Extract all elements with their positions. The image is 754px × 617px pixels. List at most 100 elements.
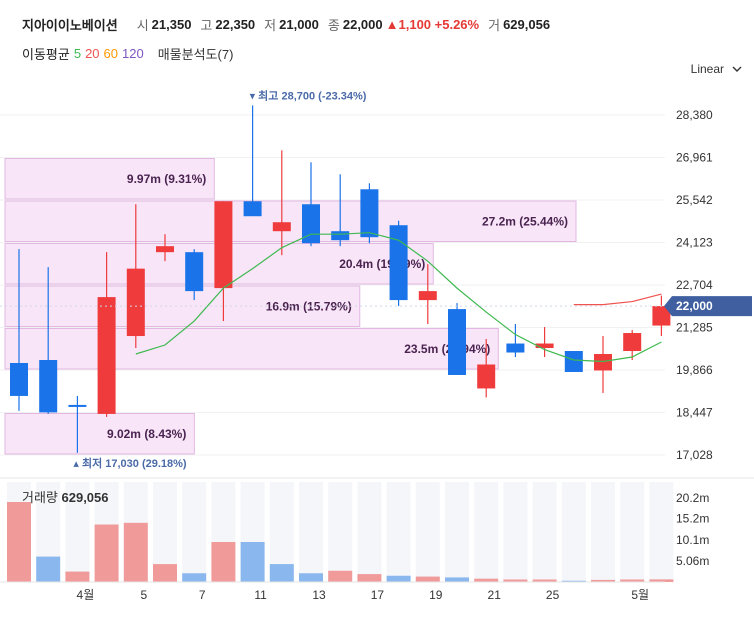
candle-body bbox=[243, 201, 262, 217]
volume-profile-zone bbox=[4, 413, 195, 455]
candle-body bbox=[389, 225, 408, 301]
current-price-badge bbox=[664, 296, 752, 317]
candle-body bbox=[477, 364, 496, 389]
stock-name: 지아이이노베이션 bbox=[22, 17, 118, 33]
volume-pane-value: 629,056 bbox=[62, 490, 109, 505]
volume-bar bbox=[620, 579, 645, 582]
volume-bar-bg bbox=[474, 482, 499, 582]
candle-body bbox=[39, 359, 58, 413]
y-tick-label: 18,447 bbox=[676, 406, 713, 420]
volume-bar-bg bbox=[182, 482, 207, 582]
volume-bar bbox=[503, 579, 528, 582]
volume-bar bbox=[445, 577, 469, 582]
candle-body bbox=[594, 354, 612, 371]
volume-tick-label: 10.1m bbox=[676, 533, 709, 547]
candle-body bbox=[448, 309, 466, 375]
y-tick-label: 28,380 bbox=[676, 108, 713, 122]
volume-profile-label: 27.2m (25.44%) bbox=[482, 214, 568, 228]
high-marker: ▾ 최고 28,700 (-23.34%) bbox=[250, 88, 367, 102]
volume-bar bbox=[649, 579, 674, 582]
close-value: 22,000 bbox=[342, 16, 383, 32]
candle-body bbox=[360, 189, 379, 238]
volume-profile-zone bbox=[4, 328, 499, 370]
candle-body bbox=[97, 297, 116, 414]
volume-bar-bg bbox=[649, 482, 674, 582]
volume-bar-bg bbox=[299, 482, 323, 582]
ma60-period: 60 bbox=[103, 46, 119, 61]
y-tick-label: 26,961 bbox=[676, 151, 713, 165]
scale-dropdown[interactable]: Linear bbox=[691, 62, 742, 76]
volume-bar bbox=[65, 571, 90, 582]
x-tick-label: 25 bbox=[546, 588, 560, 602]
candle-body bbox=[535, 343, 554, 349]
x-tick-label: 4월 bbox=[77, 588, 95, 602]
volume-bar bbox=[182, 573, 207, 582]
volume-profile-zone bbox=[4, 158, 215, 200]
y-tick-label: 19,866 bbox=[676, 363, 713, 377]
volume-bar-bg bbox=[386, 482, 411, 582]
volume-profile-zone bbox=[4, 200, 577, 242]
volume-bar-bg bbox=[503, 482, 528, 582]
candle-body bbox=[272, 222, 291, 232]
low-marker: ▴ 최저 17,030 (29.18%) bbox=[73, 456, 187, 470]
open-label: 시 bbox=[136, 17, 149, 33]
volume-bar bbox=[415, 576, 440, 582]
volume-profile-label[interactable]: 매물분석도(7) bbox=[157, 47, 234, 62]
volume-value: 629,056 bbox=[503, 16, 551, 32]
volume-bar bbox=[591, 579, 615, 582]
volume-bar-bg bbox=[415, 482, 440, 582]
volume-profile-label: 16.9m (15.79%) bbox=[266, 299, 352, 313]
volume-profile-label: 23.5m (21.94%) bbox=[404, 342, 490, 356]
volume-bar-bg bbox=[620, 482, 645, 582]
x-tick-label: 19 bbox=[429, 588, 443, 602]
x-tick-label: 21 bbox=[488, 588, 502, 602]
chevron-down-icon bbox=[732, 66, 742, 72]
volume-tick-label: 15.2m bbox=[676, 512, 709, 526]
volume-label: 거 bbox=[488, 17, 501, 33]
volume-bar bbox=[7, 502, 31, 582]
volume-bar bbox=[153, 564, 177, 582]
current-price-label: 22,000 bbox=[676, 299, 713, 313]
ma120-period: 120 bbox=[122, 46, 144, 61]
volume-bar bbox=[36, 556, 61, 582]
volume-tick-label: 5.06m bbox=[676, 554, 709, 568]
low-label: 저 bbox=[264, 17, 277, 33]
x-tick-label: 7 bbox=[199, 588, 206, 602]
volume-bar-bg bbox=[357, 482, 382, 582]
x-tick-label: 5월 bbox=[631, 588, 649, 602]
ma20-period: 20 bbox=[85, 46, 100, 61]
volume-bar bbox=[94, 524, 119, 582]
high-value: 22,350 bbox=[215, 16, 256, 32]
low-value: 21,000 bbox=[279, 16, 319, 32]
y-tick-label: 17,028 bbox=[676, 448, 713, 462]
volume-bar bbox=[386, 575, 411, 582]
candle-body bbox=[652, 306, 671, 326]
x-tick-label: 13 bbox=[312, 588, 326, 602]
x-tick-label: 11 bbox=[254, 588, 267, 602]
change-value: ▲1,100 +5.26% bbox=[385, 16, 480, 32]
volume-bar bbox=[328, 570, 353, 582]
volume-bar bbox=[474, 578, 499, 582]
y-tick-label: 25,542 bbox=[676, 193, 713, 207]
volume-tick-label: 20.2m bbox=[676, 491, 709, 505]
candle-body bbox=[302, 204, 320, 244]
candle-body bbox=[126, 268, 145, 337]
ma5-line bbox=[135, 232, 662, 363]
volume-bar-bg bbox=[591, 482, 615, 582]
volume-bar-bg bbox=[328, 482, 353, 582]
candle-body bbox=[156, 246, 174, 253]
candle-body bbox=[10, 362, 28, 396]
volume-bar bbox=[211, 542, 236, 582]
x-tick-label: 17 bbox=[371, 588, 385, 602]
y-tick-label: 24,123 bbox=[676, 236, 713, 250]
ma5-period: 5 bbox=[73, 46, 82, 61]
volume-bar-bg bbox=[532, 482, 557, 582]
volume-bar-bg bbox=[561, 482, 586, 582]
moving-average-label[interactable]: 이동평균 bbox=[22, 47, 70, 62]
volume-pane-title: 거래량 629,056 bbox=[22, 490, 109, 505]
volume-bar-bg bbox=[65, 482, 90, 582]
volume-bar bbox=[240, 542, 265, 582]
volume-profile-label: 20.4m (19.09%) bbox=[339, 257, 425, 271]
y-tick-label: 22,704 bbox=[676, 278, 713, 292]
